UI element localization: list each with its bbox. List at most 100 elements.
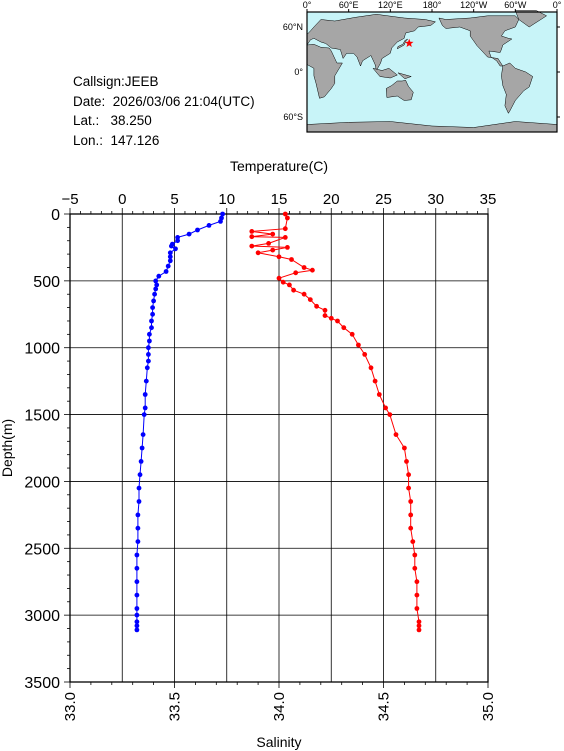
map-lat-label: 0° [294, 67, 303, 77]
salinity-point [280, 279, 286, 285]
temperature-point [136, 499, 142, 504]
chart-axes: −5 0 5 10 15 20 25 30 35050010001500200025003000… [24, 191, 497, 721]
location-map: 0° 60°E 120°E 180° 120°W 60°W 0° 60°N 0° 60°S [283, 0, 562, 133]
land-africa [306, 44, 343, 99]
salinity-profile-line [251, 213, 420, 630]
temperature-point [163, 269, 169, 274]
temperature-point [147, 331, 152, 337]
temperature-tick-label: −5 [61, 191, 78, 208]
temperature-point [149, 325, 154, 331]
salinity-point [301, 265, 307, 270]
temperature-tick-label: 10 [218, 191, 235, 208]
land-north-america [438, 15, 520, 67]
temperature-point [135, 525, 141, 531]
temperature-tick-label: 35 [480, 191, 497, 208]
salinity-point [287, 282, 292, 288]
land-borneo-indonesia [372, 67, 398, 79]
temperature-point [218, 219, 223, 224]
map-lon-label: 60°W [504, 0, 527, 10]
temperature-point [134, 627, 140, 633]
salinity-point [408, 512, 414, 518]
salinity-point [282, 211, 288, 217]
salinity-point [322, 307, 328, 313]
salinity-point [328, 315, 334, 321]
salinity-point [372, 378, 378, 384]
temperature-point [137, 472, 143, 478]
temperature-point [167, 254, 173, 260]
land-japan [396, 38, 408, 50]
station-star-icon [404, 38, 414, 47]
salinity-axis-label: Salinity [256, 734, 301, 750]
chart-series [134, 211, 422, 633]
salinity-series [249, 211, 422, 633]
temperature-point [143, 378, 149, 384]
temperature-point [175, 235, 181, 240]
salinity-point [307, 297, 313, 302]
salinity-point [404, 459, 409, 464]
depth-tick-label: 500 [33, 274, 60, 291]
salinity-point [270, 231, 276, 237]
temperature-tick-label: 0 [118, 191, 126, 208]
temperature-point [144, 365, 150, 371]
salinity-point [289, 257, 294, 262]
temperature-point [146, 358, 151, 364]
temperature-point [167, 258, 173, 264]
depth-tick-label: 2000 [24, 474, 60, 491]
salinity-point [416, 623, 422, 629]
salinity-tick-label: 35.0 [480, 692, 497, 721]
salinity-point [282, 235, 288, 240]
cast-info-block: Callsign:JEEB Date: 2026/03/06 21:04(UTC… [73, 72, 255, 150]
salinity-point [349, 331, 355, 337]
salinity-point [310, 267, 315, 273]
salinity-point [282, 226, 288, 232]
temperature-tick-label: 5 [170, 191, 178, 208]
temperature-point [149, 318, 154, 324]
temperature-point [140, 432, 146, 437]
temperature-tick-label: 30 [427, 191, 444, 208]
temperature-axis-label: Temperature(C) [230, 158, 328, 174]
temperature-point [173, 246, 178, 252]
temperature-point [186, 231, 192, 237]
temperature-point [195, 227, 200, 233]
temperature-point [139, 445, 145, 451]
map-lat-label: 60°N [283, 22, 303, 32]
land-new-guinea [397, 72, 413, 80]
salinity-tick-label: 33.5 [167, 692, 184, 721]
temperature-series [134, 211, 226, 633]
land-eurasia [306, 14, 437, 72]
temperature-point [138, 459, 144, 464]
temperature-point [152, 291, 158, 297]
salinity-point [368, 365, 374, 371]
salinity-point [291, 287, 296, 293]
land-south-america [501, 62, 533, 114]
temperature-tick-label: 20 [323, 191, 340, 208]
map-lon-label: 0° [553, 0, 562, 10]
salinity-tick-label: 34.5 [376, 692, 393, 721]
salinity-point [276, 275, 282, 281]
salinity-point [341, 325, 347, 331]
salinity-point [249, 229, 255, 234]
salinity-point [414, 579, 420, 585]
temperature-point [134, 592, 140, 598]
salinity-point [293, 270, 299, 276]
depth-axis-label: Depth(m) [0, 419, 15, 477]
salinity-point [322, 313, 328, 318]
land-greenland [514, 10, 548, 28]
salinity-point [402, 445, 407, 451]
salinity-point [314, 303, 319, 309]
temperature-point [135, 512, 141, 518]
temperature-point [141, 412, 147, 417]
temperature-point [134, 623, 140, 629]
temperature-point [220, 211, 226, 217]
salinity-point [412, 565, 418, 571]
salinity-point [416, 619, 422, 625]
map-lon-label: 180° [423, 0, 442, 10]
temperature-point [165, 263, 171, 269]
salinity-point [270, 247, 276, 253]
map-lon-label: 120°W [460, 0, 488, 10]
salinity-point [383, 405, 388, 411]
salinity-point [410, 539, 416, 544]
temperature-point [175, 238, 181, 244]
salinity-point [376, 392, 382, 397]
